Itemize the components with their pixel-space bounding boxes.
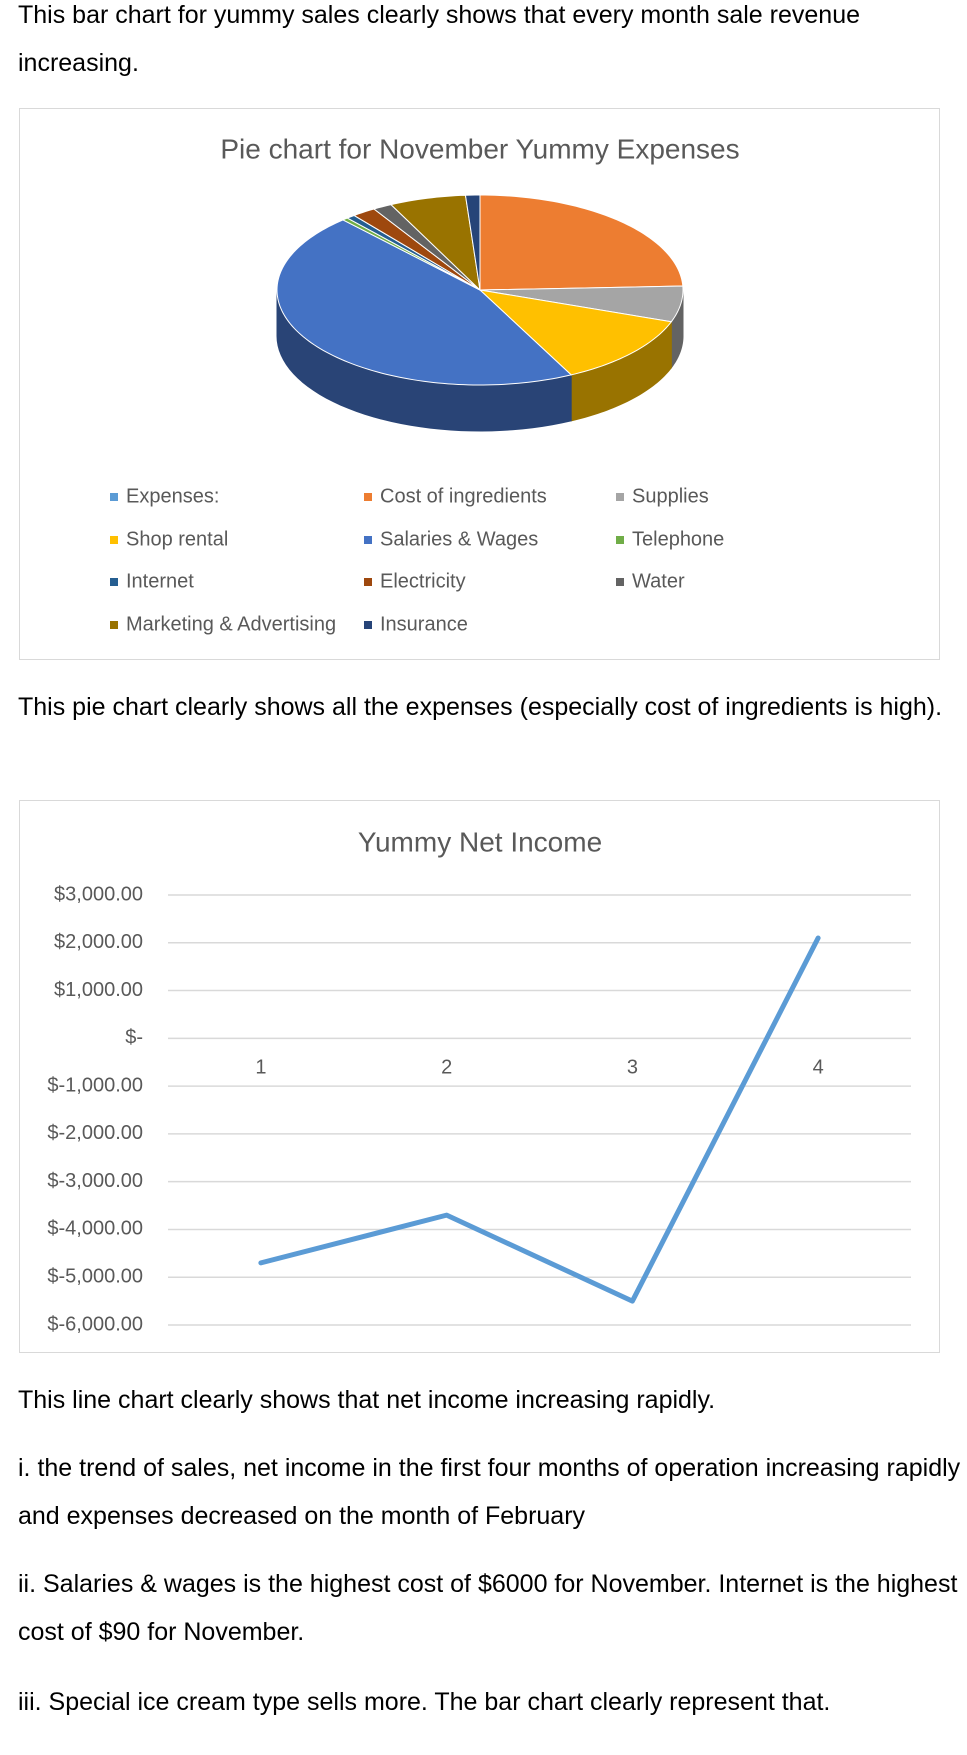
- y-tick-label: $-1,000.00: [47, 1074, 143, 1096]
- pie-slice: [478, 289, 673, 376]
- legend-swatch: [616, 536, 624, 544]
- legend-swatch: [110, 621, 118, 629]
- legend-swatch: [364, 493, 372, 501]
- paragraph: ii. Salaries & wages is the highest cost…: [18, 1570, 958, 1646]
- chart-title: Pie chart for November Yummy Expenses: [220, 133, 739, 164]
- paragraph: This line chart clearly shows that net i…: [18, 1386, 716, 1414]
- x-tick-label: 1: [255, 1057, 266, 1079]
- legend-label: Internet: [126, 570, 194, 592]
- legend-label: Supplies: [632, 485, 709, 507]
- pie-slice: [464, 194, 481, 291]
- paragraph: This bar chart for yummy sales clearly s…: [18, 1, 861, 77]
- legend-swatch: [364, 578, 372, 586]
- chart-frame: [19, 800, 940, 1353]
- legend-swatch: [110, 536, 118, 544]
- y-tick-label: $2,000.00: [54, 931, 143, 953]
- legend-swatch: [616, 493, 624, 501]
- y-tick-label: $-4,000.00: [47, 1218, 143, 1240]
- legend-label: Shop rental: [126, 528, 228, 550]
- paragraph: This pie chart clearly shows all the exp…: [18, 693, 943, 721]
- legend-swatch: [110, 493, 118, 501]
- y-tick-label: $-: [125, 1027, 143, 1049]
- charts: Pie chart for November Yummy Expenses Yu…: [19, 108, 940, 1353]
- legend-swatch: [616, 578, 624, 586]
- legend-label: Water: [632, 570, 685, 592]
- y-tick-label: $-2,000.00: [47, 1122, 143, 1144]
- legend-label: Insurance: [380, 613, 468, 635]
- legend-swatch: [364, 621, 372, 629]
- legend-label: Salaries & Wages: [380, 528, 538, 550]
- y-tick-label: $3,000.00: [54, 883, 143, 905]
- y-tick-label: $1,000.00: [54, 979, 143, 1001]
- y-tick-label: $-6,000.00: [47, 1313, 143, 1335]
- legend-swatch: [364, 536, 372, 544]
- x-tick-label: 4: [813, 1057, 824, 1079]
- legend-label: Marketing & Advertising: [126, 613, 336, 635]
- y-tick-label: $-3,000.00: [47, 1170, 143, 1192]
- legend-label: Telephone: [632, 528, 724, 550]
- legend-label: Electricity: [380, 570, 466, 592]
- legend-label: Cost of ingredients: [380, 485, 547, 507]
- pie-slice: [389, 194, 481, 292]
- paragraph: i. the trend of sales, net income in the…: [18, 1454, 961, 1530]
- chart-title: Yummy Net Income: [358, 826, 602, 857]
- pie-slice: [479, 285, 684, 323]
- pie-slice: [276, 219, 573, 386]
- paragraph: iii. Special ice cream type sells more. …: [18, 1688, 831, 1716]
- pie-slice: [479, 194, 684, 291]
- y-tick-label: $-5,000.00: [47, 1266, 143, 1288]
- legend-label: Expenses:: [126, 485, 219, 507]
- x-tick-label: 3: [627, 1057, 638, 1079]
- line-series: [258, 935, 821, 1304]
- legend-swatch: [110, 578, 118, 586]
- pie-slice: [352, 208, 481, 291]
- x-tick-label: 2: [441, 1057, 452, 1079]
